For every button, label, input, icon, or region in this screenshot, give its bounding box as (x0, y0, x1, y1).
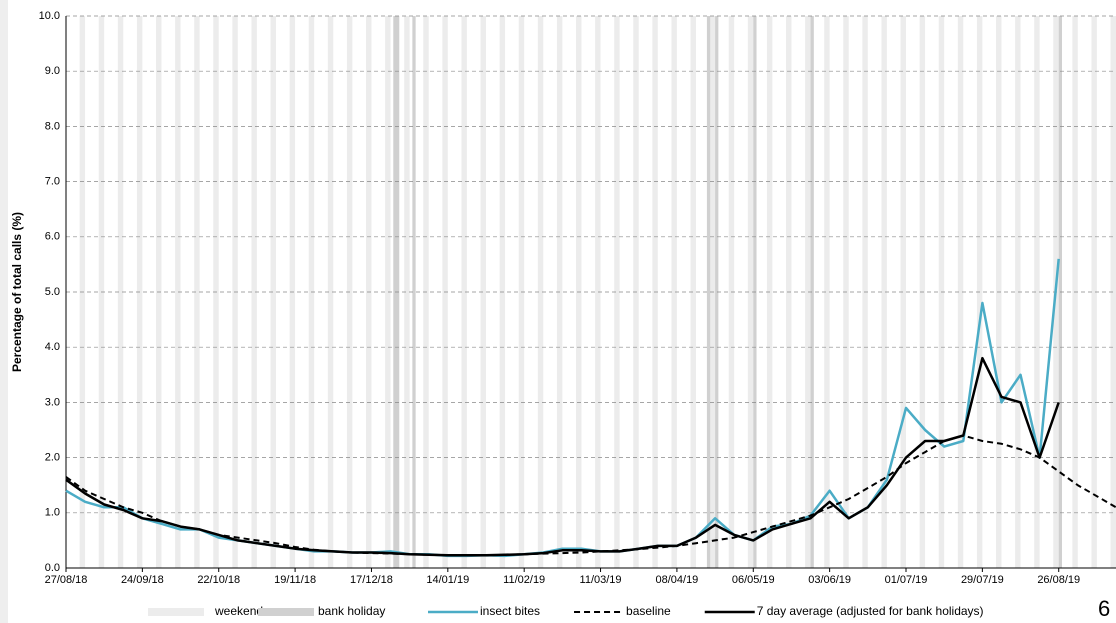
y-axis-label: Percentage of total calls (%) (10, 212, 24, 372)
legend-swatch (148, 608, 204, 616)
weekend-band (1091, 16, 1097, 568)
y-tick-label: 10.0 (39, 10, 60, 22)
x-tick-label: 11/02/19 (503, 574, 545, 586)
weekend-band (957, 16, 964, 568)
weekend-band (194, 16, 200, 568)
y-tick-label: 4.0 (45, 341, 60, 353)
x-tick-label: 29/07/19 (961, 574, 1004, 586)
x-tick-label: 22/10/18 (197, 574, 240, 586)
bank-holiday-band (412, 16, 416, 568)
weekend-band (805, 16, 811, 568)
weekend-band (327, 16, 334, 568)
x-tick-label: 08/04/19 (655, 574, 698, 586)
x-tick-label: 17/12/18 (350, 574, 393, 586)
y-tick-label: 7.0 (45, 176, 60, 188)
x-tick-label: 26/08/19 (1037, 574, 1080, 586)
legend-label: insect bites (480, 604, 540, 618)
legend-swatch (258, 608, 314, 616)
weekend-band (461, 16, 467, 568)
x-tick-label: 03/06/19 (808, 574, 851, 586)
series-line (65, 434, 1116, 557)
weekend-band (480, 16, 486, 568)
weekend-band (690, 16, 696, 568)
x-tick-label: 27/08/18 (45, 574, 88, 586)
weekend-band (385, 16, 391, 568)
legend-label: bank holiday (318, 604, 385, 618)
bank-holiday-band (393, 16, 397, 568)
series-line (65, 356, 1060, 557)
legend-label: weekend (214, 604, 263, 618)
weekend-band (671, 16, 677, 568)
x-tick-label: 24/09/18 (121, 574, 164, 586)
y-tick-label: 2.0 (45, 452, 60, 464)
weekend-band (747, 16, 754, 568)
y-tick-label: 9.0 (45, 65, 60, 77)
y-tick-label: 0.0 (45, 562, 60, 574)
legend-label: baseline (626, 604, 671, 618)
page-number: 6 (1098, 596, 1110, 621)
y-tick-label: 1.0 (45, 507, 60, 519)
side-strip (0, 0, 8, 623)
weekend-band (614, 16, 620, 568)
bank-holiday-band (810, 16, 814, 568)
bank-holiday-band (706, 16, 711, 568)
weekend-band (117, 16, 124, 568)
x-tick-label: 19/11/18 (274, 574, 316, 586)
y-tick-label: 5.0 (45, 286, 60, 298)
weekend-band (1015, 16, 1021, 568)
bank-holiday-band (715, 16, 719, 568)
weekend-band (251, 16, 257, 568)
weekend-band (595, 16, 601, 568)
weekend-band (404, 16, 410, 568)
y-tick-label: 3.0 (45, 396, 60, 408)
x-tick-label: 01/07/19 (885, 574, 928, 586)
weekend-band (270, 16, 276, 568)
weekend-band (824, 16, 830, 568)
weekend-band (1034, 16, 1040, 568)
weekend-band (900, 16, 906, 568)
x-tick-label: 06/05/19 (732, 574, 775, 586)
weekend-band (537, 16, 544, 568)
weekend-band (1110, 16, 1116, 568)
legend-label: 7 day average (adjusted for bank holiday… (757, 604, 984, 618)
weekend-band (881, 16, 887, 568)
x-tick-label: 11/03/19 (580, 574, 622, 586)
x-tick-label: 14/01/19 (426, 574, 469, 586)
weekend-band (175, 16, 181, 568)
y-tick-label: 6.0 (45, 231, 60, 243)
y-tick-label: 8.0 (45, 120, 60, 132)
